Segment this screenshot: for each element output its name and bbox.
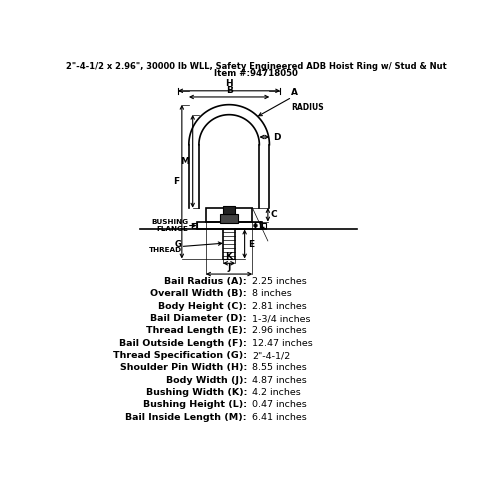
Text: L: L bbox=[258, 221, 264, 230]
Text: M: M bbox=[180, 157, 190, 166]
Bar bbox=[220, 214, 238, 223]
Text: Bail Diameter (D):: Bail Diameter (D): bbox=[150, 314, 247, 323]
Text: 2"-4-1/2: 2"-4-1/2 bbox=[252, 351, 290, 360]
Text: Bail Inside Length (M):: Bail Inside Length (M): bbox=[126, 412, 247, 422]
Bar bbox=[262, 223, 266, 228]
Text: H: H bbox=[226, 80, 233, 88]
Text: Bushing Height (L):: Bushing Height (L): bbox=[143, 400, 247, 409]
Text: Bail Radius (A):: Bail Radius (A): bbox=[164, 277, 247, 286]
Bar bbox=[223, 206, 235, 214]
Text: Overall Width (B):: Overall Width (B): bbox=[150, 290, 247, 298]
Text: 2.96 inches: 2.96 inches bbox=[252, 326, 307, 336]
Text: 12.47 inches: 12.47 inches bbox=[252, 338, 313, 347]
Text: THREAD: THREAD bbox=[148, 247, 182, 253]
Text: 8.55 inches: 8.55 inches bbox=[252, 364, 307, 372]
Text: 2"-4-1/2 x 2.96", 30000 lb WLL, Safety Engineered ADB Hoist Ring w/ Stud & Nut: 2"-4-1/2 x 2.96", 30000 lb WLL, Safety E… bbox=[66, 62, 446, 70]
Text: 4.2 inches: 4.2 inches bbox=[252, 388, 301, 397]
Text: J: J bbox=[228, 263, 231, 272]
Text: 0.47 inches: 0.47 inches bbox=[252, 400, 307, 409]
Text: 1-3/4 inches: 1-3/4 inches bbox=[252, 314, 311, 323]
Text: Bail Outside Length (F):: Bail Outside Length (F): bbox=[119, 338, 247, 347]
Text: Shoulder Pin Width (H):: Shoulder Pin Width (H): bbox=[120, 364, 247, 372]
Text: BUSHING: BUSHING bbox=[151, 220, 188, 226]
Text: K: K bbox=[226, 252, 232, 261]
Text: 6.41 inches: 6.41 inches bbox=[252, 412, 307, 422]
Text: C: C bbox=[271, 210, 278, 220]
Text: D: D bbox=[274, 132, 281, 141]
Bar bbox=[206, 208, 252, 222]
Text: B: B bbox=[226, 86, 232, 94]
Bar bbox=[192, 223, 196, 228]
Text: 2.81 inches: 2.81 inches bbox=[252, 302, 307, 311]
Text: Body Height (C):: Body Height (C): bbox=[158, 302, 247, 311]
Text: Body Width (J):: Body Width (J): bbox=[166, 376, 247, 384]
Text: 2.25 inches: 2.25 inches bbox=[252, 277, 307, 286]
Bar bbox=[196, 222, 262, 230]
Text: E: E bbox=[248, 240, 254, 248]
Text: Thread Length (E):: Thread Length (E): bbox=[146, 326, 247, 336]
Text: F: F bbox=[172, 177, 179, 186]
Text: Thread Specification (G):: Thread Specification (G): bbox=[113, 351, 247, 360]
Text: FLANGE: FLANGE bbox=[156, 226, 188, 232]
Text: 4.87 inches: 4.87 inches bbox=[252, 376, 307, 384]
Text: 8 inches: 8 inches bbox=[252, 290, 292, 298]
Text: A: A bbox=[291, 88, 298, 97]
Text: Bushing Width (K):: Bushing Width (K): bbox=[146, 388, 247, 397]
Text: G: G bbox=[175, 240, 182, 248]
Text: RADIUS: RADIUS bbox=[291, 103, 324, 112]
Text: Item #:94718050: Item #:94718050 bbox=[214, 69, 298, 78]
